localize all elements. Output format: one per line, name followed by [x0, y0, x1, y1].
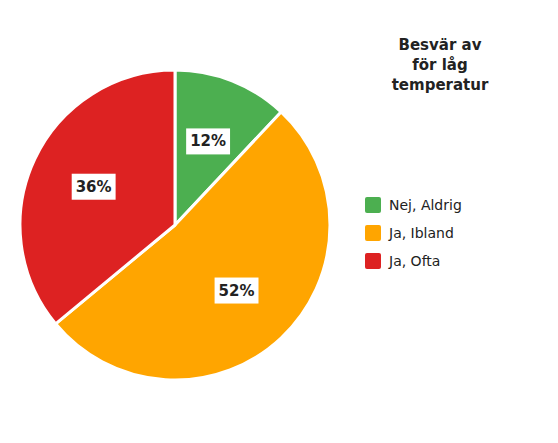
data-labels: 12% 52% 36%: [72, 128, 259, 303]
legend-label: Ja, Ibland: [388, 225, 454, 241]
data-label-box: [186, 128, 230, 154]
data-label-box: [215, 278, 259, 304]
data-label: 12%: [190, 132, 226, 150]
pie-slice: [20, 70, 175, 324]
legend-swatch: [365, 225, 381, 241]
legend-swatch: [365, 253, 381, 269]
data-label-box: [72, 174, 116, 200]
title: Besvär avför lågtemperatur: [392, 36, 489, 94]
legend: Nej, Aldrig Ja, Ibland Ja, Ofta: [365, 197, 462, 269]
chart: 12% 52% 36% Besvär avför lågtemperatur Nej, …: [0, 0, 558, 443]
data-label: 52%: [219, 282, 255, 300]
legend-swatch: [365, 197, 381, 213]
slices: [20, 70, 330, 380]
data-label: 36%: [76, 178, 112, 196]
chart-container: 12% 52% 36% Besvär avför lågtemperatur Nej, …: [0, 0, 558, 443]
legend-label: Ja, Ofta: [388, 253, 440, 269]
legend-label: Nej, Aldrig: [389, 197, 462, 213]
